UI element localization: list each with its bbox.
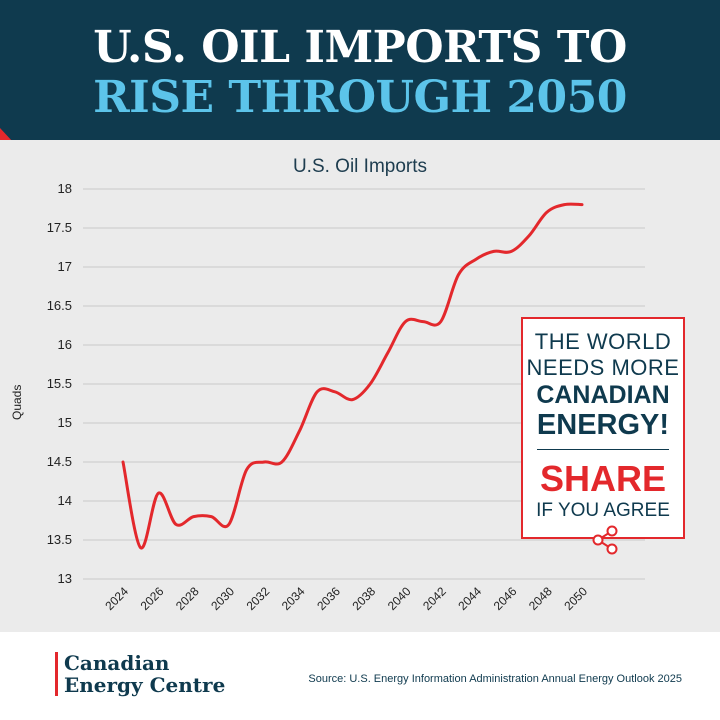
chart-title: U.S. Oil Imports <box>292 156 428 177</box>
logo-accent-bar <box>55 652 58 696</box>
y-tick-label: 13.5 <box>47 532 72 547</box>
callout-line-3: CANADIAN <box>536 381 670 409</box>
y-tick-label: 15 <box>58 415 72 430</box>
y-tick-label: 17.5 <box>47 220 72 235</box>
y-tick-label: 16.5 <box>47 298 72 313</box>
callout-line-6: IF YOU AGREE <box>536 500 670 521</box>
callout-line-2: NEEDS MORE <box>526 355 680 380</box>
x-tick-label: 2032 <box>244 584 273 613</box>
share-icon[interactable] <box>590 524 620 556</box>
y-tick-label: 17 <box>58 259 72 274</box>
share-callout-box: THE WORLD NEEDS MORE CANADIAN ENERGY! SH… <box>521 317 685 539</box>
x-tick-label: 2044 <box>455 584 484 613</box>
series-line <box>121 202 584 550</box>
y-tick-label: 13 <box>58 571 72 586</box>
x-tick-label: 2028 <box>173 584 202 613</box>
y-tick-label: 14 <box>58 493 72 508</box>
headline-line-1: U.S. OIL IMPORTS TO <box>93 22 627 73</box>
callout-line-1: THE WORLD <box>534 329 672 354</box>
source-note: Source: U.S. Energy Information Administ… <box>308 673 682 685</box>
x-tick-label: 2024 <box>102 584 131 613</box>
x-tick-label: 2050 <box>561 584 590 613</box>
x-tick-label: 2048 <box>526 584 555 613</box>
logo-text-line-2: Energy Centre <box>64 673 226 697</box>
x-tick-label: 2030 <box>208 584 237 613</box>
headline-line-2: RISE THROUGH 2050 <box>93 72 627 123</box>
x-tick-label: 2040 <box>385 584 414 613</box>
y-tick-label: 15.5 <box>47 376 72 391</box>
header-banner <box>0 0 720 140</box>
x-tick-label: 2026 <box>138 584 167 613</box>
callout-divider <box>537 449 669 450</box>
logo-text-line-1: Canadian <box>64 651 170 675</box>
y-tick-label: 14.5 <box>47 454 72 469</box>
x-tick-label: 2036 <box>314 584 343 613</box>
x-tick-label: 2038 <box>349 584 378 613</box>
x-tick-label: 2042 <box>420 584 449 613</box>
x-tick-label: 2046 <box>491 584 520 613</box>
x-tick-label: 2034 <box>279 584 308 613</box>
y-tick-label: 18 <box>58 181 72 196</box>
y-tick-label: 16 <box>58 337 72 352</box>
callout-share-text: SHARE <box>539 458 667 499</box>
callout-line-4: ENERGY! <box>536 409 670 441</box>
